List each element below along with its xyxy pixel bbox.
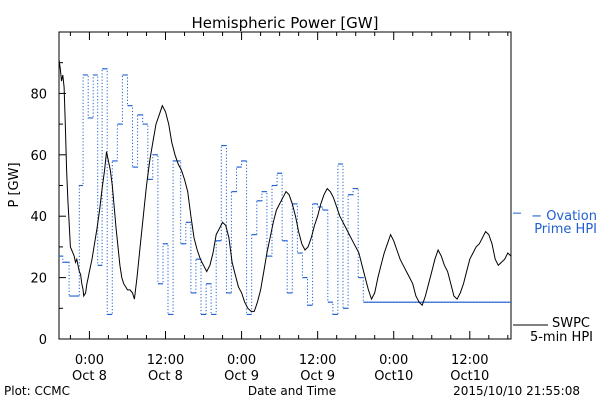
y-tick-label: 60 — [30, 149, 47, 164]
legend-swpc-label-2: 5-min HPI — [530, 330, 593, 345]
x-tick-label: 12:00 — [147, 353, 184, 368]
x-axis-label: Date and Time — [248, 384, 336, 398]
y-tick-label: 0 — [39, 333, 47, 348]
y-tick-label: 20 — [30, 272, 47, 287]
x-tick-label: 12:00 — [299, 353, 336, 368]
y-axis: 0 20 40 60 80 — [30, 62, 66, 348]
x-tick-label-date: Oct10 — [374, 369, 413, 384]
plot-credit: Plot: CCMC — [4, 384, 70, 398]
x-tick-label-date: Oct 8 — [148, 369, 183, 384]
x-tick-label-date: Oct 9 — [224, 369, 259, 384]
x-tick-label-date: Oct 8 — [72, 369, 107, 384]
plot-frame — [58, 31, 512, 340]
y-tick-label: 40 — [30, 210, 47, 225]
chart-title: Hemispheric Power [GW] — [192, 14, 379, 32]
legend-ovation-label-2: Prime HPI — [534, 222, 597, 237]
series-layer — [59, 59, 511, 315]
plot-timestamp: 2015/10/10 21:55:08 — [453, 384, 580, 398]
plot-border — [58, 31, 512, 340]
x-tick-label-date: Oct 9 — [300, 369, 335, 384]
y-axis-label: P [GW] — [7, 162, 22, 207]
x-tick-label: 0:00 — [379, 353, 408, 368]
y-tick-label: 80 — [30, 87, 47, 102]
legend-ovation-label: − Ovation — [531, 209, 597, 224]
x-tick-label: 0:00 — [227, 353, 256, 368]
x-tick-label: 0:00 — [75, 353, 104, 368]
ovation-series-line — [59, 68, 511, 315]
swpc-series-line — [59, 59, 511, 312]
x-tick-label-date: Oct10 — [450, 369, 489, 384]
x-tick-label: 12:00 — [451, 353, 488, 368]
legend-swpc-label: SWPC — [552, 316, 590, 331]
